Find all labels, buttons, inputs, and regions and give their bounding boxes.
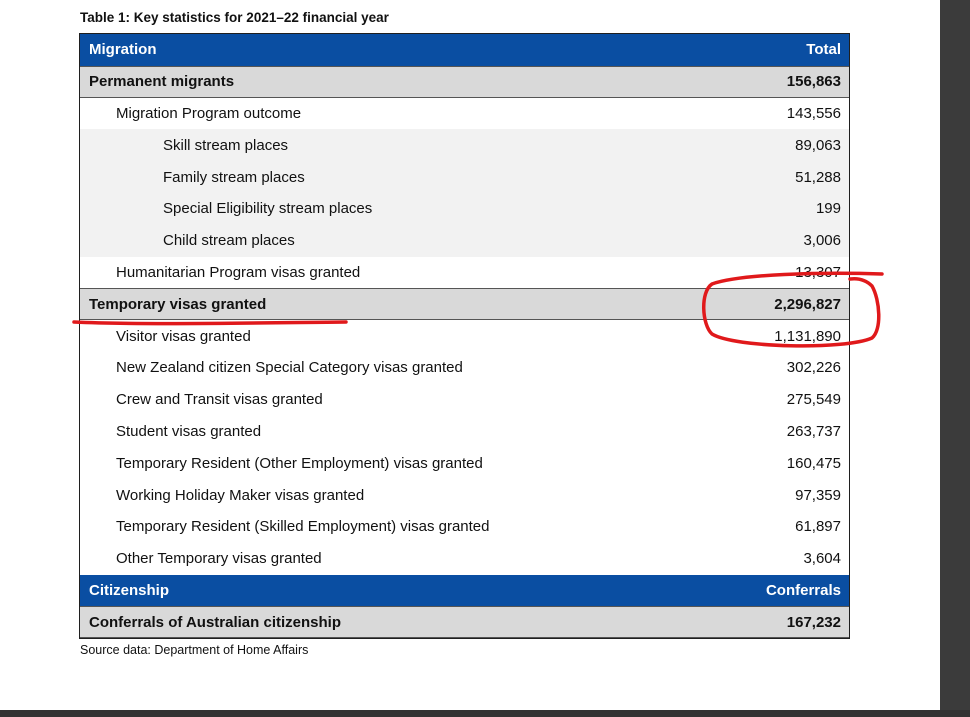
source-note: Source data: Department of Home Affairs: [80, 643, 309, 657]
row-label: Skill stream places: [163, 136, 289, 154]
table-row: Temporary Resident (Other Employment) vi…: [80, 447, 849, 480]
row-label: Migration Program outcome: [116, 104, 302, 122]
permanent-migrants-row: Permanent migrants 156,863: [80, 65, 849, 98]
viewer-scroll-gutter: [940, 0, 970, 717]
row-value: 2,296,827: [774, 295, 841, 313]
skill-stream-row: Skill stream places 89,063: [80, 129, 849, 162]
row-label: Humanitarian Program visas granted: [116, 263, 361, 281]
row-label: Permanent migrants: [89, 73, 235, 91]
row-value: 302,226: [786, 359, 841, 377]
child-stream-row: Child stream places 3,006: [80, 224, 849, 257]
table-caption: Table 1: Key statistics for 2021–22 fina…: [80, 10, 389, 25]
row-value: 97,359: [795, 486, 841, 504]
key-statistics-table: Migration Total Permanent migrants 156,8…: [79, 33, 850, 640]
row-value: 1,131,890: [774, 327, 841, 345]
table-row: Student visas granted 263,737: [80, 415, 849, 448]
row-value: 160,475: [786, 454, 841, 472]
document-page: Table 1: Key statistics for 2021–22 fina…: [79, 10, 850, 657]
humanitarian-program-row: Humanitarian Program visas granted 13,30…: [80, 256, 849, 289]
row-value: 156,863: [786, 73, 841, 91]
row-label: Student visas granted: [116, 422, 262, 440]
row-value: 3,006: [803, 232, 841, 250]
row-label: Temporary visas granted: [89, 295, 267, 313]
row-label: New Zealand citizen Special Category vis…: [116, 359, 463, 377]
citizenship-header-row: Citizenship Conferrals: [80, 574, 849, 607]
row-label: Visitor visas granted: [116, 327, 251, 345]
migration-header-row: Migration Total: [80, 34, 849, 66]
row-label: Other Temporary visas granted: [116, 550, 322, 568]
conferrals-row: Conferrals of Australian citizenship 167…: [80, 606, 849, 639]
row-label: Family stream places: [163, 168, 305, 186]
table-row: Visitor visas granted 1,131,890: [80, 320, 849, 352]
temporary-visas-row: Temporary visas granted 2,296,827: [80, 288, 849, 321]
header-label: Citizenship: [89, 581, 170, 599]
row-value: 167,232: [786, 613, 841, 631]
family-stream-row: Family stream places 51,288: [80, 161, 849, 193]
row-label: Crew and Transit visas granted: [116, 391, 323, 409]
row-label: Conferrals of Australian citizenship: [89, 613, 341, 631]
row-value: 51,288: [795, 168, 841, 186]
row-value: 275,549: [786, 391, 841, 409]
migration-program-row: Migration Program outcome 143,556: [80, 97, 849, 130]
row-value: 89,063: [795, 136, 841, 154]
row-value: 61,897: [795, 518, 841, 536]
table-row: Temporary Resident (Skilled Employment) …: [80, 510, 849, 543]
row-value: 143,556: [786, 104, 841, 122]
row-value: 199: [815, 200, 841, 218]
table-row: Working Holiday Maker visas granted 97,3…: [80, 479, 849, 511]
row-value: 263,737: [786, 422, 841, 440]
header-label: Migration: [89, 41, 157, 59]
row-label: Temporary Resident (Skilled Employment) …: [116, 518, 490, 536]
row-label: Child stream places: [163, 232, 295, 250]
special-eligibility-stream-row: Special Eligibility stream places 199: [80, 192, 849, 225]
table-row: Crew and Transit visas granted 275,549: [80, 383, 849, 416]
table-row: Other Temporary visas granted 3,604: [80, 542, 849, 575]
header-value: Conferrals: [765, 581, 841, 599]
header-value: Total: [806, 41, 841, 59]
row-value: 13,307: [795, 263, 841, 281]
viewer-bottom-bar: [0, 710, 970, 717]
row-label: Special Eligibility stream places: [163, 200, 373, 218]
row-label: Temporary Resident (Other Employment) vi…: [116, 454, 483, 472]
row-value: 3,604: [803, 550, 841, 568]
table-row: New Zealand citizen Special Category vis…: [80, 351, 849, 384]
row-label: Working Holiday Maker visas granted: [116, 486, 365, 504]
